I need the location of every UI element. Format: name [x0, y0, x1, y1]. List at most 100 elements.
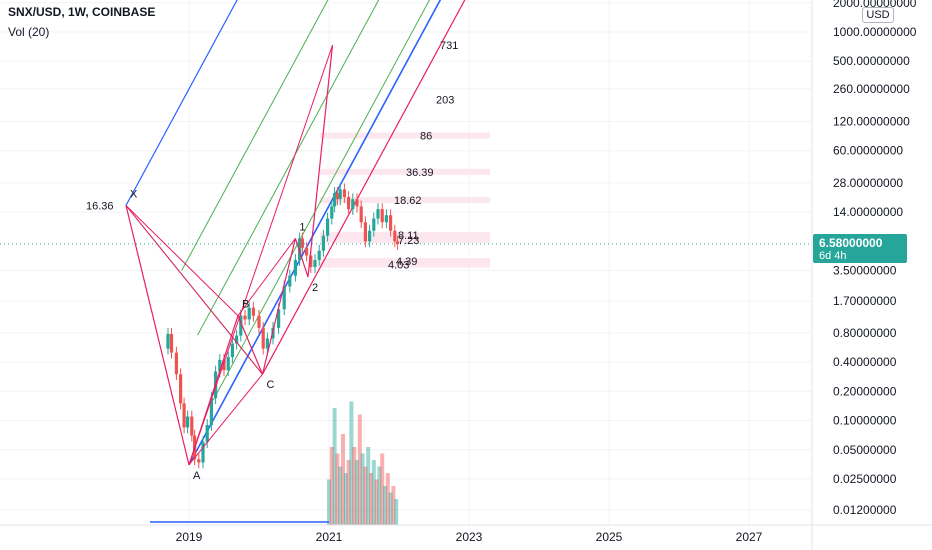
candle-body [182, 403, 186, 428]
fib-band [320, 261, 490, 268]
candle-body [251, 307, 255, 316]
volume-bar [391, 486, 396, 525]
candle-body [186, 416, 190, 428]
pattern-diagonal [188, 373, 263, 466]
volume-indicator-label[interactable]: Vol (20) [8, 25, 50, 39]
candle-body [393, 230, 397, 242]
candle-body [368, 230, 372, 242]
fib-bands-layer [320, 132, 490, 268]
volume-bar [380, 453, 385, 525]
candle-body [226, 357, 230, 371]
time-tick-label: 2021 [316, 530, 343, 544]
candle-body [338, 189, 342, 200]
time-axis: 2019 2021 2023 2025 2027 [0, 524, 932, 544]
volume-bar [374, 479, 379, 525]
candle-body [330, 206, 334, 219]
drawing-labels: 731 203 86 36.39 18.62 8.117.23 4.394.03 X A B C 1 2… [86, 40, 458, 482]
fib-level-label: 203 [436, 94, 454, 106]
candle-body [293, 259, 297, 276]
candle-body [197, 459, 201, 463]
volume-bar [360, 453, 365, 525]
pitchfork-inner-line [197, 0, 380, 336]
candle-body [396, 241, 400, 244]
pattern-leg [307, 45, 334, 278]
pitchfork-inner-line [212, 0, 431, 401]
symbol-title[interactable]: SNX/USD, 1W, COINBASE [8, 5, 156, 19]
price-axis: 2000.00000000 1000.00000000 500.00000000 26… [811, 0, 917, 550]
time-tick-label: 2019 [176, 530, 203, 544]
volume-bar [341, 434, 345, 525]
candle-body [218, 360, 222, 372]
candle-body [257, 315, 261, 328]
candle-body [359, 206, 363, 223]
price-tick-label: 120.00000000 [833, 114, 910, 128]
last-price-value: 6.58000000 [819, 236, 883, 250]
volume-bar [329, 447, 334, 525]
candle-body [261, 327, 265, 349]
volume-bar [377, 466, 382, 525]
fib-level-label: 731 [440, 40, 458, 52]
volume-bar [332, 408, 337, 525]
currency-badge[interactable]: USD [862, 7, 894, 23]
candle-body [363, 222, 367, 242]
price-tick-label: 28.00000000 [833, 176, 903, 190]
xabcd-pattern-drawing [125, 45, 334, 466]
candle-body [380, 209, 384, 223]
fib-level-label: 86 [420, 131, 432, 143]
candle-body [313, 259, 317, 268]
candle-body [222, 360, 226, 371]
candle-body [190, 416, 194, 436]
candle-body [342, 189, 346, 198]
candle-body [317, 250, 321, 260]
price-tick-label: 3.50000000 [833, 264, 897, 278]
candle-body [174, 352, 178, 375]
pattern-leg [125, 205, 190, 465]
price-tick-label: 14.00000000 [833, 205, 903, 219]
price-tick-label: 500.00000000 [833, 54, 910, 68]
pattern-point-label: B [242, 299, 249, 311]
candle-body [333, 193, 337, 207]
fib-level-label: 4.39 [396, 256, 417, 268]
candle-body [230, 343, 234, 358]
pattern-point-label: 1 [299, 221, 305, 233]
pattern-diagonal [125, 205, 263, 375]
volume-bar [338, 466, 343, 525]
fib-band [320, 232, 490, 239]
volume-bar [346, 460, 351, 525]
time-tick-label: 2027 [736, 530, 763, 544]
pattern-point-label: C [267, 379, 275, 391]
candle-body [355, 199, 359, 207]
fib-level-label: 36.39 [406, 167, 434, 179]
candle-body [282, 286, 286, 310]
candle-body [300, 238, 304, 248]
volume-bar [335, 453, 340, 525]
volume-bar [343, 473, 348, 525]
pattern-leg [237, 315, 264, 375]
pattern-leg [261, 238, 296, 375]
volume-bar [388, 492, 393, 525]
candle-body [179, 374, 183, 404]
fib-band [320, 197, 490, 204]
volume-bar [394, 499, 399, 525]
fib-level-label: 8.11 [398, 230, 419, 242]
price-tick-label: 0.40000000 [833, 355, 897, 369]
volume-bar [383, 486, 387, 525]
pitchfork-inner-line [181, 0, 329, 271]
fib-band [320, 168, 490, 175]
price-tick-label: 1000.00000000 [833, 25, 917, 39]
candle-body [201, 442, 205, 463]
pattern-diagonal [125, 205, 239, 317]
price-tick-label: 60.00000000 [833, 144, 903, 158]
candle-body [243, 315, 247, 320]
fib-level-label: 4.03 [388, 260, 409, 272]
price-tick-label: 0.80000000 [833, 326, 897, 340]
time-tick-label: 2025 [596, 530, 623, 544]
candle-body [309, 255, 313, 268]
volume-bar [369, 473, 373, 525]
candle-body [209, 398, 213, 425]
last-price-tag: 6.58000000 6d 4h [813, 234, 907, 263]
volume-bar [357, 414, 362, 525]
candle-body [265, 338, 269, 349]
pitchfork-upper-line [125, 0, 238, 206]
